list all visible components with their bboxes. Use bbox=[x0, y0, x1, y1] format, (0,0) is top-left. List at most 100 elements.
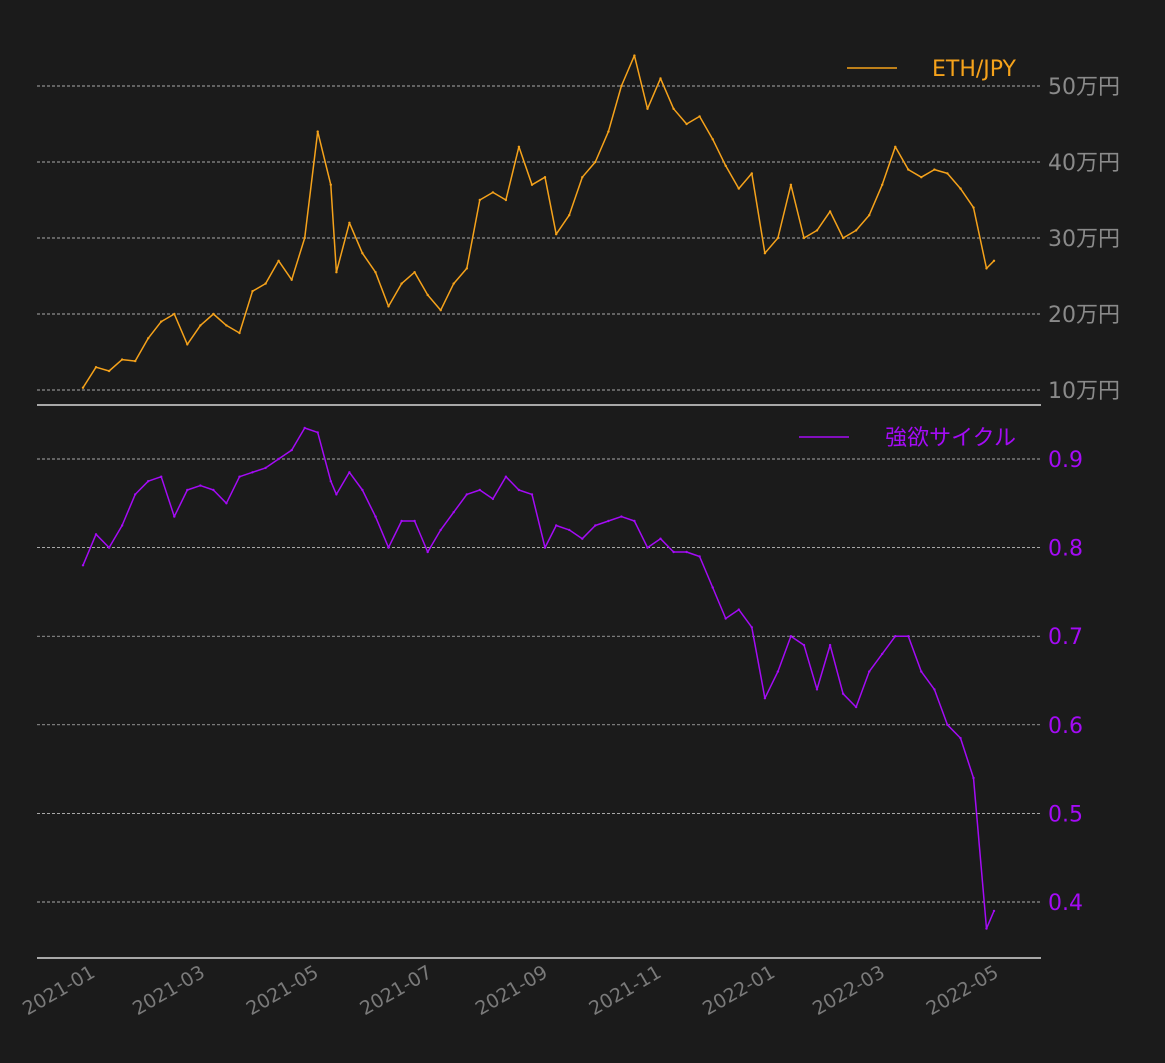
y-tick-label: 0.8 bbox=[1048, 537, 1083, 562]
y-tick-label: 10万円 bbox=[1048, 379, 1120, 404]
data-point bbox=[439, 309, 442, 312]
data-point bbox=[992, 259, 996, 262]
data-point bbox=[225, 324, 228, 327]
data-point bbox=[815, 688, 819, 691]
data-point bbox=[789, 635, 793, 638]
data-point bbox=[277, 259, 280, 262]
data-point bbox=[920, 670, 923, 673]
data-point bbox=[400, 282, 403, 285]
data-point bbox=[581, 537, 584, 540]
data-point bbox=[491, 497, 495, 501]
y-tick-label: 30万円 bbox=[1048, 227, 1120, 252]
y-tick-label: 0.4 bbox=[1048, 891, 1083, 916]
data-point bbox=[465, 493, 468, 496]
data-point bbox=[724, 617, 727, 620]
data-point bbox=[348, 221, 351, 224]
data-point bbox=[802, 236, 806, 240]
data-point bbox=[594, 160, 597, 164]
data-point bbox=[568, 528, 571, 532]
data-point bbox=[316, 431, 319, 434]
data-point bbox=[620, 515, 623, 518]
data-point bbox=[303, 426, 306, 430]
data-point bbox=[199, 324, 202, 327]
data-point bbox=[907, 168, 910, 171]
data-point bbox=[854, 229, 858, 232]
y-tick-label: 0.6 bbox=[1048, 714, 1083, 739]
data-point bbox=[361, 252, 364, 255]
data-point bbox=[620, 84, 623, 88]
data-point bbox=[212, 312, 215, 316]
y-tick-label: 0.9 bbox=[1048, 448, 1083, 473]
data-point bbox=[147, 337, 150, 340]
data-point bbox=[107, 546, 111, 549]
data-point bbox=[992, 909, 996, 913]
data-point bbox=[251, 290, 254, 293]
data-point bbox=[828, 643, 832, 647]
data-point bbox=[335, 271, 338, 274]
data-point bbox=[894, 635, 897, 638]
data-point bbox=[841, 692, 845, 695]
data-point bbox=[120, 358, 124, 361]
data-point bbox=[581, 176, 584, 179]
data-point bbox=[413, 519, 416, 523]
data-point bbox=[985, 267, 988, 270]
data-point bbox=[316, 130, 319, 133]
data-point bbox=[413, 271, 416, 274]
data-point bbox=[776, 670, 780, 673]
data-point bbox=[607, 130, 610, 133]
y-tick-label: 50万円 bbox=[1048, 75, 1120, 100]
series-line bbox=[82, 54, 995, 389]
data-point bbox=[361, 488, 364, 492]
data-point bbox=[672, 107, 675, 111]
data-point bbox=[348, 471, 351, 474]
data-point bbox=[854, 705, 858, 709]
data-point bbox=[335, 493, 338, 496]
data-point bbox=[789, 183, 793, 186]
legend-label: ETH/JPY bbox=[932, 57, 1017, 82]
y-tick-label: 20万円 bbox=[1048, 303, 1120, 328]
data-point bbox=[374, 271, 377, 274]
data-point bbox=[186, 488, 189, 492]
y-tick-label: 0.7 bbox=[1048, 625, 1083, 650]
data-point bbox=[763, 697, 767, 700]
data-point bbox=[828, 210, 832, 213]
data-point bbox=[920, 176, 923, 179]
data-point bbox=[160, 320, 163, 323]
data-point bbox=[504, 198, 508, 202]
data-point bbox=[881, 183, 884, 186]
data-point bbox=[238, 331, 241, 335]
series-line bbox=[82, 427, 995, 930]
data-point bbox=[107, 369, 111, 373]
data-point bbox=[303, 236, 306, 240]
data-point bbox=[173, 312, 176, 316]
data-point bbox=[959, 187, 962, 190]
data-point bbox=[543, 176, 547, 179]
data-point bbox=[199, 484, 202, 487]
data-point bbox=[841, 236, 845, 240]
data-point bbox=[750, 172, 753, 175]
data-point bbox=[685, 550, 688, 554]
y-tick-label: 40万円 bbox=[1048, 151, 1120, 176]
data-point bbox=[186, 343, 189, 346]
data-point bbox=[81, 564, 85, 567]
data-point bbox=[802, 643, 806, 647]
data-point bbox=[959, 736, 962, 740]
legend-label: 強欲サイクル bbox=[885, 426, 1016, 451]
data-point bbox=[646, 107, 649, 111]
data-point bbox=[426, 293, 429, 297]
data-point bbox=[134, 493, 137, 496]
data-point bbox=[646, 546, 649, 549]
data-point bbox=[491, 191, 495, 194]
data-point bbox=[160, 475, 163, 478]
data-point bbox=[946, 172, 949, 175]
data-point bbox=[737, 187, 740, 190]
data-point bbox=[465, 267, 468, 270]
data-point bbox=[238, 475, 241, 478]
data-point bbox=[264, 466, 267, 470]
data-point bbox=[530, 183, 534, 186]
data-point bbox=[672, 550, 675, 554]
data-point bbox=[329, 183, 332, 186]
data-point bbox=[251, 471, 254, 474]
